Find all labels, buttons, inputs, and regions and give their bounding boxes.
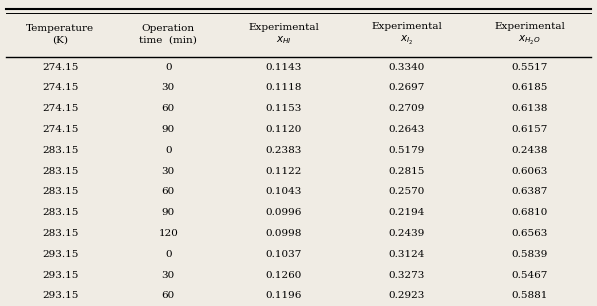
Text: 90: 90 bbox=[162, 125, 175, 134]
Text: 0.5517: 0.5517 bbox=[512, 62, 548, 72]
Text: 0.2383: 0.2383 bbox=[266, 146, 302, 155]
Text: Experimental
$x_{H_2O}$: Experimental $x_{H_2O}$ bbox=[494, 22, 565, 47]
Text: 0.2643: 0.2643 bbox=[389, 125, 425, 134]
Text: 274.15: 274.15 bbox=[42, 83, 78, 92]
Text: 0.1260: 0.1260 bbox=[266, 271, 302, 280]
Text: 0.2439: 0.2439 bbox=[389, 229, 425, 238]
Text: 0.5839: 0.5839 bbox=[512, 250, 548, 259]
Text: 0.1120: 0.1120 bbox=[266, 125, 302, 134]
Text: 60: 60 bbox=[162, 104, 175, 113]
Text: 293.15: 293.15 bbox=[42, 271, 78, 280]
Text: 0.2438: 0.2438 bbox=[512, 146, 548, 155]
Text: 0.5467: 0.5467 bbox=[512, 271, 548, 280]
Text: 0.1037: 0.1037 bbox=[266, 250, 302, 259]
Text: 283.15: 283.15 bbox=[42, 208, 78, 217]
Text: 0.6138: 0.6138 bbox=[512, 104, 548, 113]
Text: 0.1043: 0.1043 bbox=[266, 187, 302, 196]
Text: Experimental
$x_{HI}$: Experimental $x_{HI}$ bbox=[248, 23, 319, 46]
Text: 0.3273: 0.3273 bbox=[389, 271, 425, 280]
Text: 0.6810: 0.6810 bbox=[512, 208, 548, 217]
Text: Temperature
(K): Temperature (K) bbox=[26, 24, 94, 44]
Text: 0.6185: 0.6185 bbox=[512, 83, 548, 92]
Text: 60: 60 bbox=[162, 291, 175, 300]
Text: 283.15: 283.15 bbox=[42, 166, 78, 176]
Text: 0.6157: 0.6157 bbox=[512, 125, 548, 134]
Text: 30: 30 bbox=[162, 166, 175, 176]
Text: 0.6063: 0.6063 bbox=[512, 166, 548, 176]
Text: 0.1143: 0.1143 bbox=[266, 62, 302, 72]
Text: 90: 90 bbox=[162, 208, 175, 217]
Text: 0.6563: 0.6563 bbox=[512, 229, 548, 238]
Text: Experimental
$x_{I_2}$: Experimental $x_{I_2}$ bbox=[371, 22, 442, 47]
Text: 283.15: 283.15 bbox=[42, 229, 78, 238]
Text: 0: 0 bbox=[165, 146, 171, 155]
Text: 120: 120 bbox=[158, 229, 179, 238]
Text: 0.1153: 0.1153 bbox=[266, 104, 302, 113]
Text: 0: 0 bbox=[165, 250, 171, 259]
Text: 283.15: 283.15 bbox=[42, 187, 78, 196]
Text: 274.15: 274.15 bbox=[42, 125, 78, 134]
Text: Operation
time  (min): Operation time (min) bbox=[139, 24, 197, 44]
Text: 274.15: 274.15 bbox=[42, 104, 78, 113]
Text: 0.5179: 0.5179 bbox=[389, 146, 425, 155]
Text: 0.2194: 0.2194 bbox=[389, 208, 425, 217]
Text: 0.1196: 0.1196 bbox=[266, 291, 302, 300]
Text: 0.3124: 0.3124 bbox=[389, 250, 425, 259]
Text: 0.2570: 0.2570 bbox=[389, 187, 425, 196]
Text: 0.2923: 0.2923 bbox=[389, 291, 425, 300]
Text: 30: 30 bbox=[162, 83, 175, 92]
Text: 0.1118: 0.1118 bbox=[266, 83, 302, 92]
Text: 60: 60 bbox=[162, 187, 175, 196]
Text: 293.15: 293.15 bbox=[42, 291, 78, 300]
Text: 30: 30 bbox=[162, 271, 175, 280]
Text: 0.3340: 0.3340 bbox=[389, 62, 425, 72]
Text: 0: 0 bbox=[165, 62, 171, 72]
Text: 0.2815: 0.2815 bbox=[389, 166, 425, 176]
Text: 0.2709: 0.2709 bbox=[389, 104, 425, 113]
Text: 283.15: 283.15 bbox=[42, 146, 78, 155]
Text: 274.15: 274.15 bbox=[42, 62, 78, 72]
Text: 293.15: 293.15 bbox=[42, 250, 78, 259]
Text: 0.5881: 0.5881 bbox=[512, 291, 548, 300]
Text: 0.2697: 0.2697 bbox=[389, 83, 425, 92]
Text: 0.0998: 0.0998 bbox=[266, 229, 302, 238]
Text: 0.1122: 0.1122 bbox=[266, 166, 302, 176]
Text: 0.6387: 0.6387 bbox=[512, 187, 548, 196]
Text: 0.0996: 0.0996 bbox=[266, 208, 302, 217]
